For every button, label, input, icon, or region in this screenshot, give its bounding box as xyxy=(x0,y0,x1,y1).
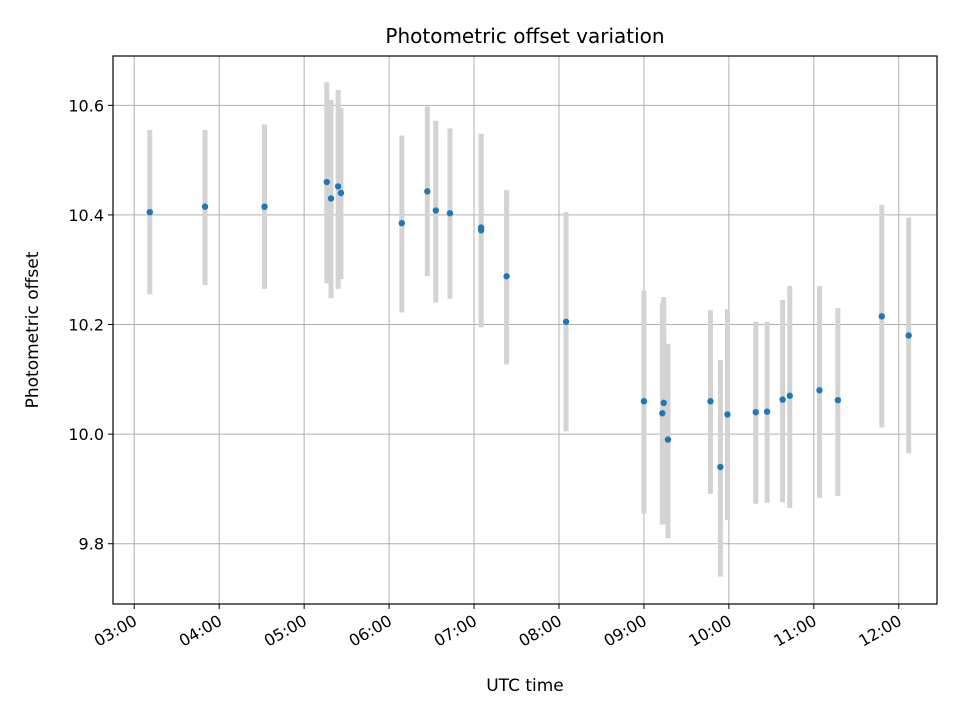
data-point xyxy=(707,398,714,405)
data-point xyxy=(562,318,570,325)
y-tick-label: 9.8 xyxy=(79,535,104,554)
y-tick-label: 10.6 xyxy=(68,96,104,115)
data-point xyxy=(503,273,510,280)
data-point xyxy=(659,410,666,417)
y-tick-label: 10.4 xyxy=(68,206,104,225)
y-axis: 9.8 10.0 10.2 10.4 10.6 xyxy=(68,96,113,554)
data-point xyxy=(337,189,345,197)
data-point xyxy=(905,332,912,339)
data-point xyxy=(477,224,485,231)
data-point xyxy=(878,313,885,320)
data-point xyxy=(334,183,342,190)
data-point xyxy=(323,178,330,186)
data-point xyxy=(146,208,154,216)
data-point xyxy=(432,207,440,214)
data-points xyxy=(146,178,912,471)
y-axis-label: Photometric offset xyxy=(23,251,43,408)
grid xyxy=(113,56,937,604)
data-point xyxy=(717,463,724,471)
data-point xyxy=(446,210,454,217)
chart-title: Photometric offset variation xyxy=(385,24,664,48)
data-point xyxy=(640,398,648,405)
data-point xyxy=(660,399,667,407)
data-point xyxy=(664,436,672,443)
data-point xyxy=(724,411,731,418)
data-point xyxy=(816,387,823,394)
y-tick-label: 10.2 xyxy=(68,316,104,335)
data-point xyxy=(201,203,209,210)
data-point xyxy=(327,195,335,202)
data-point xyxy=(261,203,268,210)
data-point xyxy=(834,396,842,404)
plot-frame xyxy=(112,55,938,605)
data-point xyxy=(763,408,771,415)
data-point xyxy=(398,219,406,227)
data-point xyxy=(786,392,793,399)
data-point xyxy=(779,396,786,403)
data-point xyxy=(752,409,759,416)
data-point xyxy=(424,188,431,195)
y-tick-label: 10.0 xyxy=(68,425,104,444)
x-axis-label: UTC time xyxy=(486,676,564,696)
